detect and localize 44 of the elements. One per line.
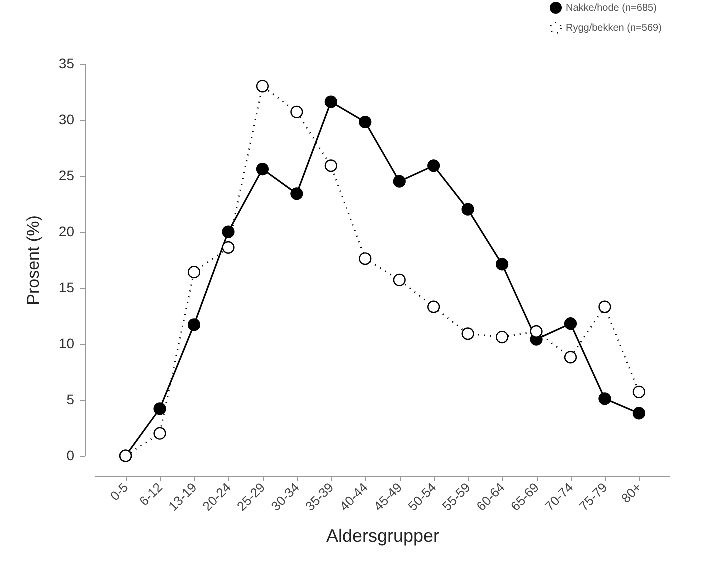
point (462, 203, 474, 216)
point (393, 175, 406, 188)
y-tick-label: 25 (58, 168, 75, 184)
y-tick-label: 20 (58, 224, 75, 240)
point (428, 300, 440, 314)
point (222, 226, 235, 238)
legend-label: Rygg/bekken (n=569) (566, 23, 662, 34)
y-tick-label: 15 (58, 280, 75, 296)
point (428, 160, 440, 172)
point (154, 427, 166, 440)
point (324, 160, 338, 172)
point (496, 330, 509, 344)
point (154, 402, 166, 416)
y-tick-label: 10 (58, 336, 75, 352)
point (564, 318, 578, 330)
point (324, 96, 338, 108)
point (462, 328, 474, 340)
y-tick-label: 5 (66, 392, 75, 408)
point (256, 80, 270, 93)
point (188, 266, 201, 279)
point (290, 188, 304, 200)
y-tick-label: 35 (58, 56, 75, 72)
point (632, 407, 646, 420)
legend-label: Nakke/hode (n=685) (566, 3, 657, 14)
point (564, 351, 578, 364)
x-axis-title: Aldersgrupper (326, 526, 440, 546)
x-tick-label: 6-12 (136, 480, 166, 509)
y-tick-label: 30 (58, 112, 75, 128)
y-tick-label: 0 (66, 448, 75, 464)
point (359, 252, 372, 266)
x-tick-label: 80+ (618, 480, 645, 506)
point (632, 386, 646, 398)
point (598, 300, 612, 314)
point (222, 241, 235, 254)
point (530, 325, 543, 338)
point (290, 106, 304, 118)
point (598, 392, 612, 406)
point (359, 116, 372, 129)
point (256, 162, 270, 176)
point (188, 318, 201, 332)
point (496, 258, 509, 271)
point (393, 274, 406, 286)
y-axis-title: Prosent (%) (24, 216, 43, 306)
x-tick-label: 0-5 (107, 480, 132, 504)
